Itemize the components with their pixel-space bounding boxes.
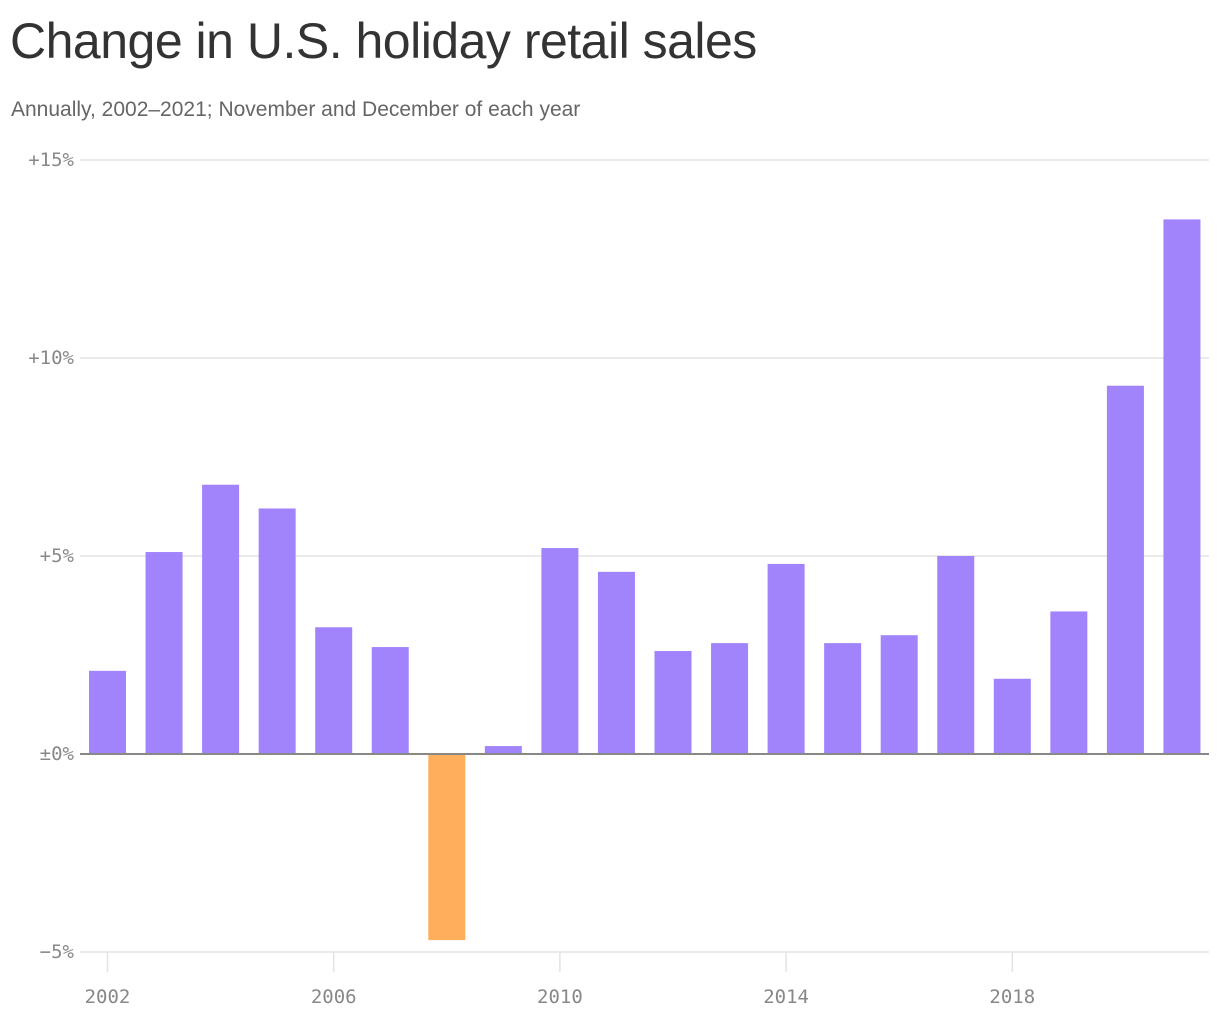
bar-2004: [202, 484, 240, 754]
x-tick-label: 2006: [311, 986, 357, 1008]
bar-2010: [541, 548, 579, 754]
bar-2012: [654, 651, 692, 754]
bar-2007: [371, 647, 409, 754]
bar-2005: [258, 508, 296, 754]
chart-title: Change in U.S. holiday retail sales: [10, 13, 757, 69]
x-tick-label: 2014: [763, 986, 809, 1008]
bar-2013: [711, 643, 749, 754]
bar-2017: [937, 556, 975, 754]
bar-2019: [1050, 611, 1088, 754]
bar-2014: [767, 563, 805, 754]
bar-2016: [880, 635, 918, 754]
y-tick-label: +15%: [28, 149, 74, 171]
y-axis-ticks: +15% +10% +5% ±0% −5%: [28, 149, 74, 963]
bar-2020: [1106, 385, 1144, 754]
y-tick-label: +5%: [40, 545, 75, 567]
bar-2002: [89, 670, 126, 754]
bar-2006: [315, 627, 353, 754]
bar-2018: [993, 678, 1031, 754]
gridlines: [80, 159, 1209, 953]
x-tick-label: 2002: [85, 986, 131, 1008]
x-tick-label: 2018: [989, 986, 1035, 1008]
bar-2009: [484, 746, 522, 754]
x-axis-ticks: 2002 2006 2010 2014 2018: [85, 952, 1035, 1008]
x-tick-label: 2010: [537, 986, 583, 1008]
bar-2015: [824, 643, 862, 754]
y-tick-label: −5%: [40, 941, 75, 963]
y-tick-label: +10%: [28, 347, 74, 369]
bar-2021: [1163, 219, 1201, 754]
bar-2011: [597, 571, 635, 754]
bars: [89, 219, 1201, 941]
bar-2003: [145, 552, 183, 754]
y-tick-label: ±0%: [40, 743, 75, 765]
bar-2008: [428, 754, 466, 941]
chart-subtitle: Annually, 2002–2021; November and Decemb…: [11, 98, 581, 121]
